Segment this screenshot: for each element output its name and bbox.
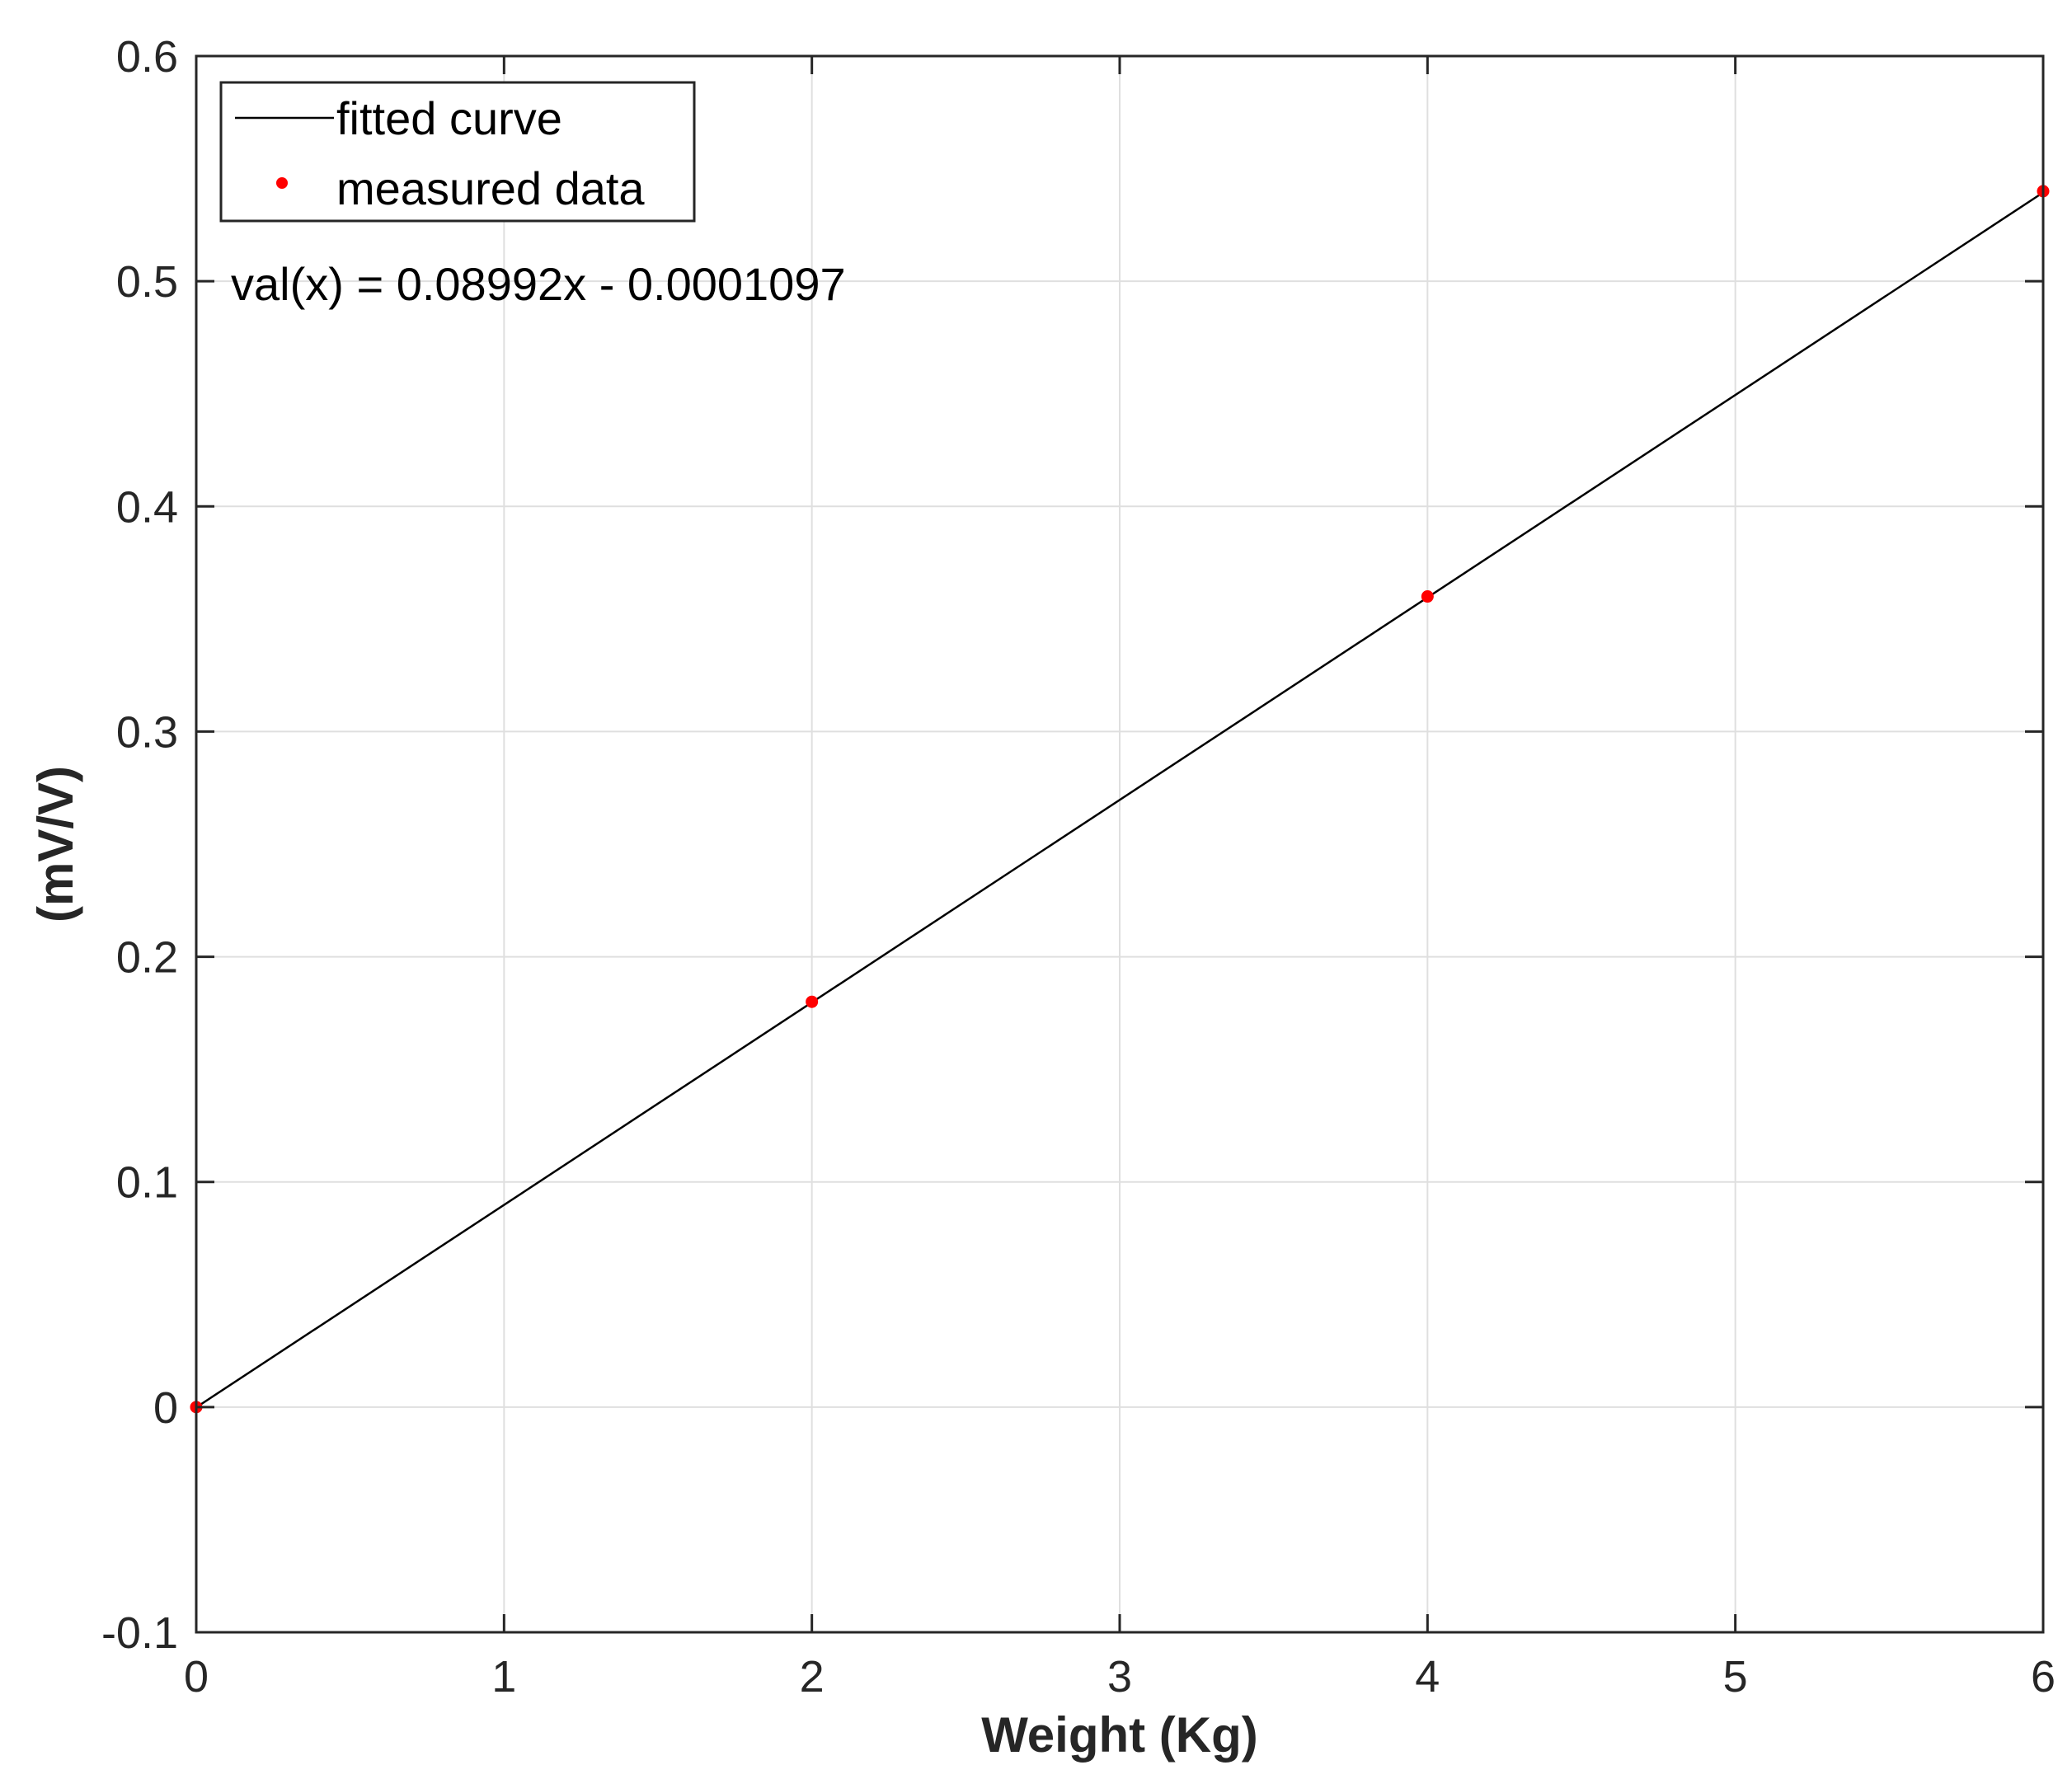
y-tick-label-6: 0.5	[116, 257, 178, 307]
x-tick-label-6: 6	[2031, 1652, 2056, 1702]
x-tick-label-2: 2	[800, 1652, 825, 1702]
data-layer	[190, 185, 2050, 1414]
legend-label-measured-data: measured data	[336, 162, 645, 214]
x-tick-label-0: 0	[184, 1652, 209, 1702]
legend-box	[219, 81, 696, 223]
y-tick-label-0: -0.1	[101, 1608, 178, 1658]
y-tick-label-7: 0.6	[116, 32, 178, 82]
y-tick-label-4: 0.3	[116, 707, 178, 757]
ticks: 0 1 2 3 4 5 6-0.100.10.20.30.40.50.6	[101, 32, 2056, 1702]
legend: fitted curve measured data	[219, 81, 696, 223]
y-tick-label-3: 0.2	[116, 933, 178, 983]
x-tick-label-4: 4	[1415, 1652, 1440, 1702]
x-axis-title: Weight (Kg)	[981, 1707, 1257, 1763]
legend-marker-sample	[276, 177, 288, 189]
x-tick-label-5: 5	[1723, 1652, 1748, 1702]
legend-label-fitted-curve: fitted curve	[336, 92, 562, 144]
y-tick-label-5: 0.4	[116, 482, 178, 532]
data-point-1	[806, 995, 819, 1008]
y-axis-title: (mV/V)	[28, 766, 83, 922]
series-line-fitted-curve	[195, 191, 2044, 1409]
y-tick-label-2: 0.1	[116, 1158, 178, 1208]
data-point-2	[1421, 590, 1434, 603]
x-tick-label-1: 1	[491, 1652, 516, 1702]
x-tick-label-3: 3	[1107, 1652, 1132, 1702]
fit-equation-annotation: val(x) = 0.08992x - 0.0001097	[231, 258, 846, 310]
y-tick-label-1: 0	[153, 1383, 178, 1433]
